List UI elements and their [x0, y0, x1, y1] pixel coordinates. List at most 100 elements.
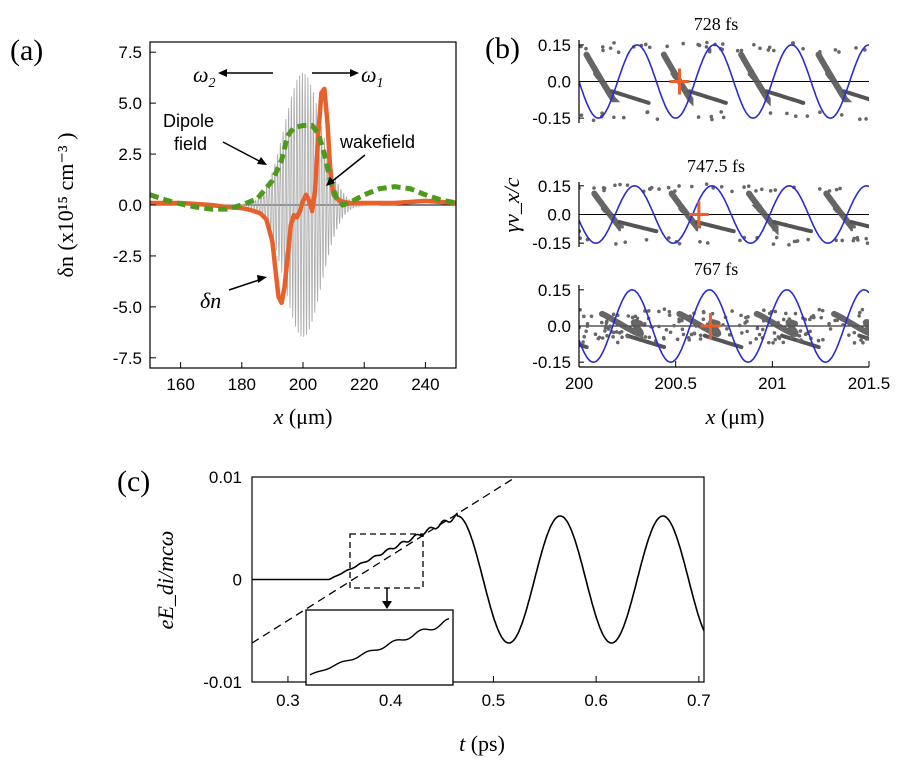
particle-dot: [710, 117, 714, 122]
particle-dot: [579, 44, 583, 49]
particle-dot: [584, 46, 588, 51]
particle-dot: [806, 237, 810, 242]
particle-dot: [792, 239, 797, 244]
panel-b-xtick-label: 200: [565, 374, 593, 393]
particle-dot: [793, 311, 798, 316]
particle-dot: [738, 238, 742, 243]
panel-b-ytick-label: 0.15: [538, 36, 571, 55]
particle-dot: [773, 188, 778, 192]
panel-b-subplot-area: [579, 288, 922, 364]
particle-dot: [864, 117, 868, 121]
particle-dot: [579, 308, 582, 312]
particle-dot: [623, 240, 627, 244]
panel-a-frame: [149, 41, 457, 369]
panel-b-ytick-label: -0.15: [532, 353, 571, 372]
panel-b-ytick-label: 0.0: [547, 317, 571, 336]
particle-dot: [611, 330, 616, 335]
panel-b-subplot-area: [579, 182, 869, 247]
panel-c-xtick-label: 0.7: [687, 691, 711, 710]
particle-dot: [603, 329, 607, 333]
particle-dot: [827, 189, 832, 193]
particle-dot: [767, 45, 772, 50]
particle-dot: [767, 311, 772, 316]
particle-dot: [592, 186, 596, 190]
panel-b-time-label: 747.5 fs: [687, 156, 745, 176]
particle-dot: [841, 323, 845, 327]
dipole-field-arrow-head: [257, 157, 267, 165]
particle-curl: [591, 190, 624, 232]
particle-curl: [911, 314, 922, 334]
dn-arrow: [228, 278, 263, 291]
particle-dot: [730, 189, 734, 194]
particle-dot: [745, 319, 749, 324]
particle-dot: [761, 308, 766, 313]
particle-dot: [661, 335, 666, 340]
particle-dot: [697, 43, 702, 48]
panel-b-xtick-label: 200.5: [654, 374, 697, 393]
dipole-field-label-line2: field: [174, 134, 207, 154]
panel-b: (b) -0.15 0.0 0.15 728 fs -0.15 0.0 0.15 747.5 …: [485, 14, 922, 429]
particle-dot: [773, 309, 778, 314]
particle-dot: [820, 308, 825, 313]
particle-dot: [579, 113, 584, 118]
particle-dot: [772, 331, 777, 335]
panel-a-xlabel: x (μm): [273, 404, 333, 429]
particle-dot: [864, 236, 869, 241]
panel-b-subplot: -0.15 0.0 0.15 728 fs: [532, 14, 922, 128]
particle-dot: [694, 324, 698, 328]
panel-c-frame: [251, 476, 705, 683]
particle-dot: [677, 184, 681, 188]
particle-dot: [739, 313, 743, 318]
particle-dot: [773, 337, 778, 342]
particle-dot: [677, 317, 681, 321]
panel-b-time-label: 728 fs: [694, 14, 739, 34]
particle-curl: [599, 310, 644, 337]
particle-dot: [771, 242, 776, 246]
particle-dot: [719, 184, 724, 189]
panel-a-xtick-label: 180: [228, 375, 256, 394]
particle-dot: [581, 340, 585, 344]
particle-dot: [589, 314, 594, 319]
particle-dot: [768, 111, 773, 115]
particle-dot: [838, 186, 842, 191]
growth-fit-line: [252, 477, 518, 644]
particle-dot: [740, 331, 744, 335]
field-wave-line: [579, 288, 869, 364]
particle-dot: [781, 317, 786, 322]
panel-a-ytick-label: -5.0: [113, 298, 142, 317]
panel-a-ytick-label: 7.5: [118, 43, 142, 62]
particle-tail: [857, 333, 869, 341]
particle-dot: [857, 314, 861, 318]
particle-dot: [705, 241, 710, 245]
particle-dot: [644, 237, 649, 242]
particle-dot: [677, 241, 682, 246]
particle-dot: [689, 332, 694, 337]
particle-dot: [690, 184, 694, 189]
particle-dot: [701, 317, 706, 322]
particle-dot: [620, 335, 624, 340]
omega2-label: ω2: [193, 62, 216, 91]
particle-curl: [896, 55, 922, 100]
particle-dot: [582, 334, 587, 339]
dn-arrow-head: [257, 275, 267, 283]
panel-a-ytick-label: 5.0: [118, 94, 142, 113]
particle-curl: [668, 190, 702, 232]
inset-frame: [305, 609, 454, 686]
particle-dot: [755, 326, 760, 331]
particle-dot: [787, 243, 791, 247]
particle-dot: [680, 316, 685, 320]
particle-dot: [643, 42, 648, 47]
panel-a-xtick-label: 200: [289, 375, 317, 394]
particle-dot: [579, 236, 582, 241]
particle-dot: [657, 309, 661, 314]
particle-dot: [774, 235, 779, 240]
particle-dot: [739, 48, 744, 53]
particle-dot: [766, 340, 771, 345]
panel-b-ylabel: γv_x/c: [499, 177, 524, 232]
particle-dot: [785, 111, 789, 116]
particle-dot: [616, 50, 621, 54]
particle-dot: [673, 189, 677, 193]
particle-dot: [608, 46, 613, 50]
particle-dot: [600, 336, 605, 340]
